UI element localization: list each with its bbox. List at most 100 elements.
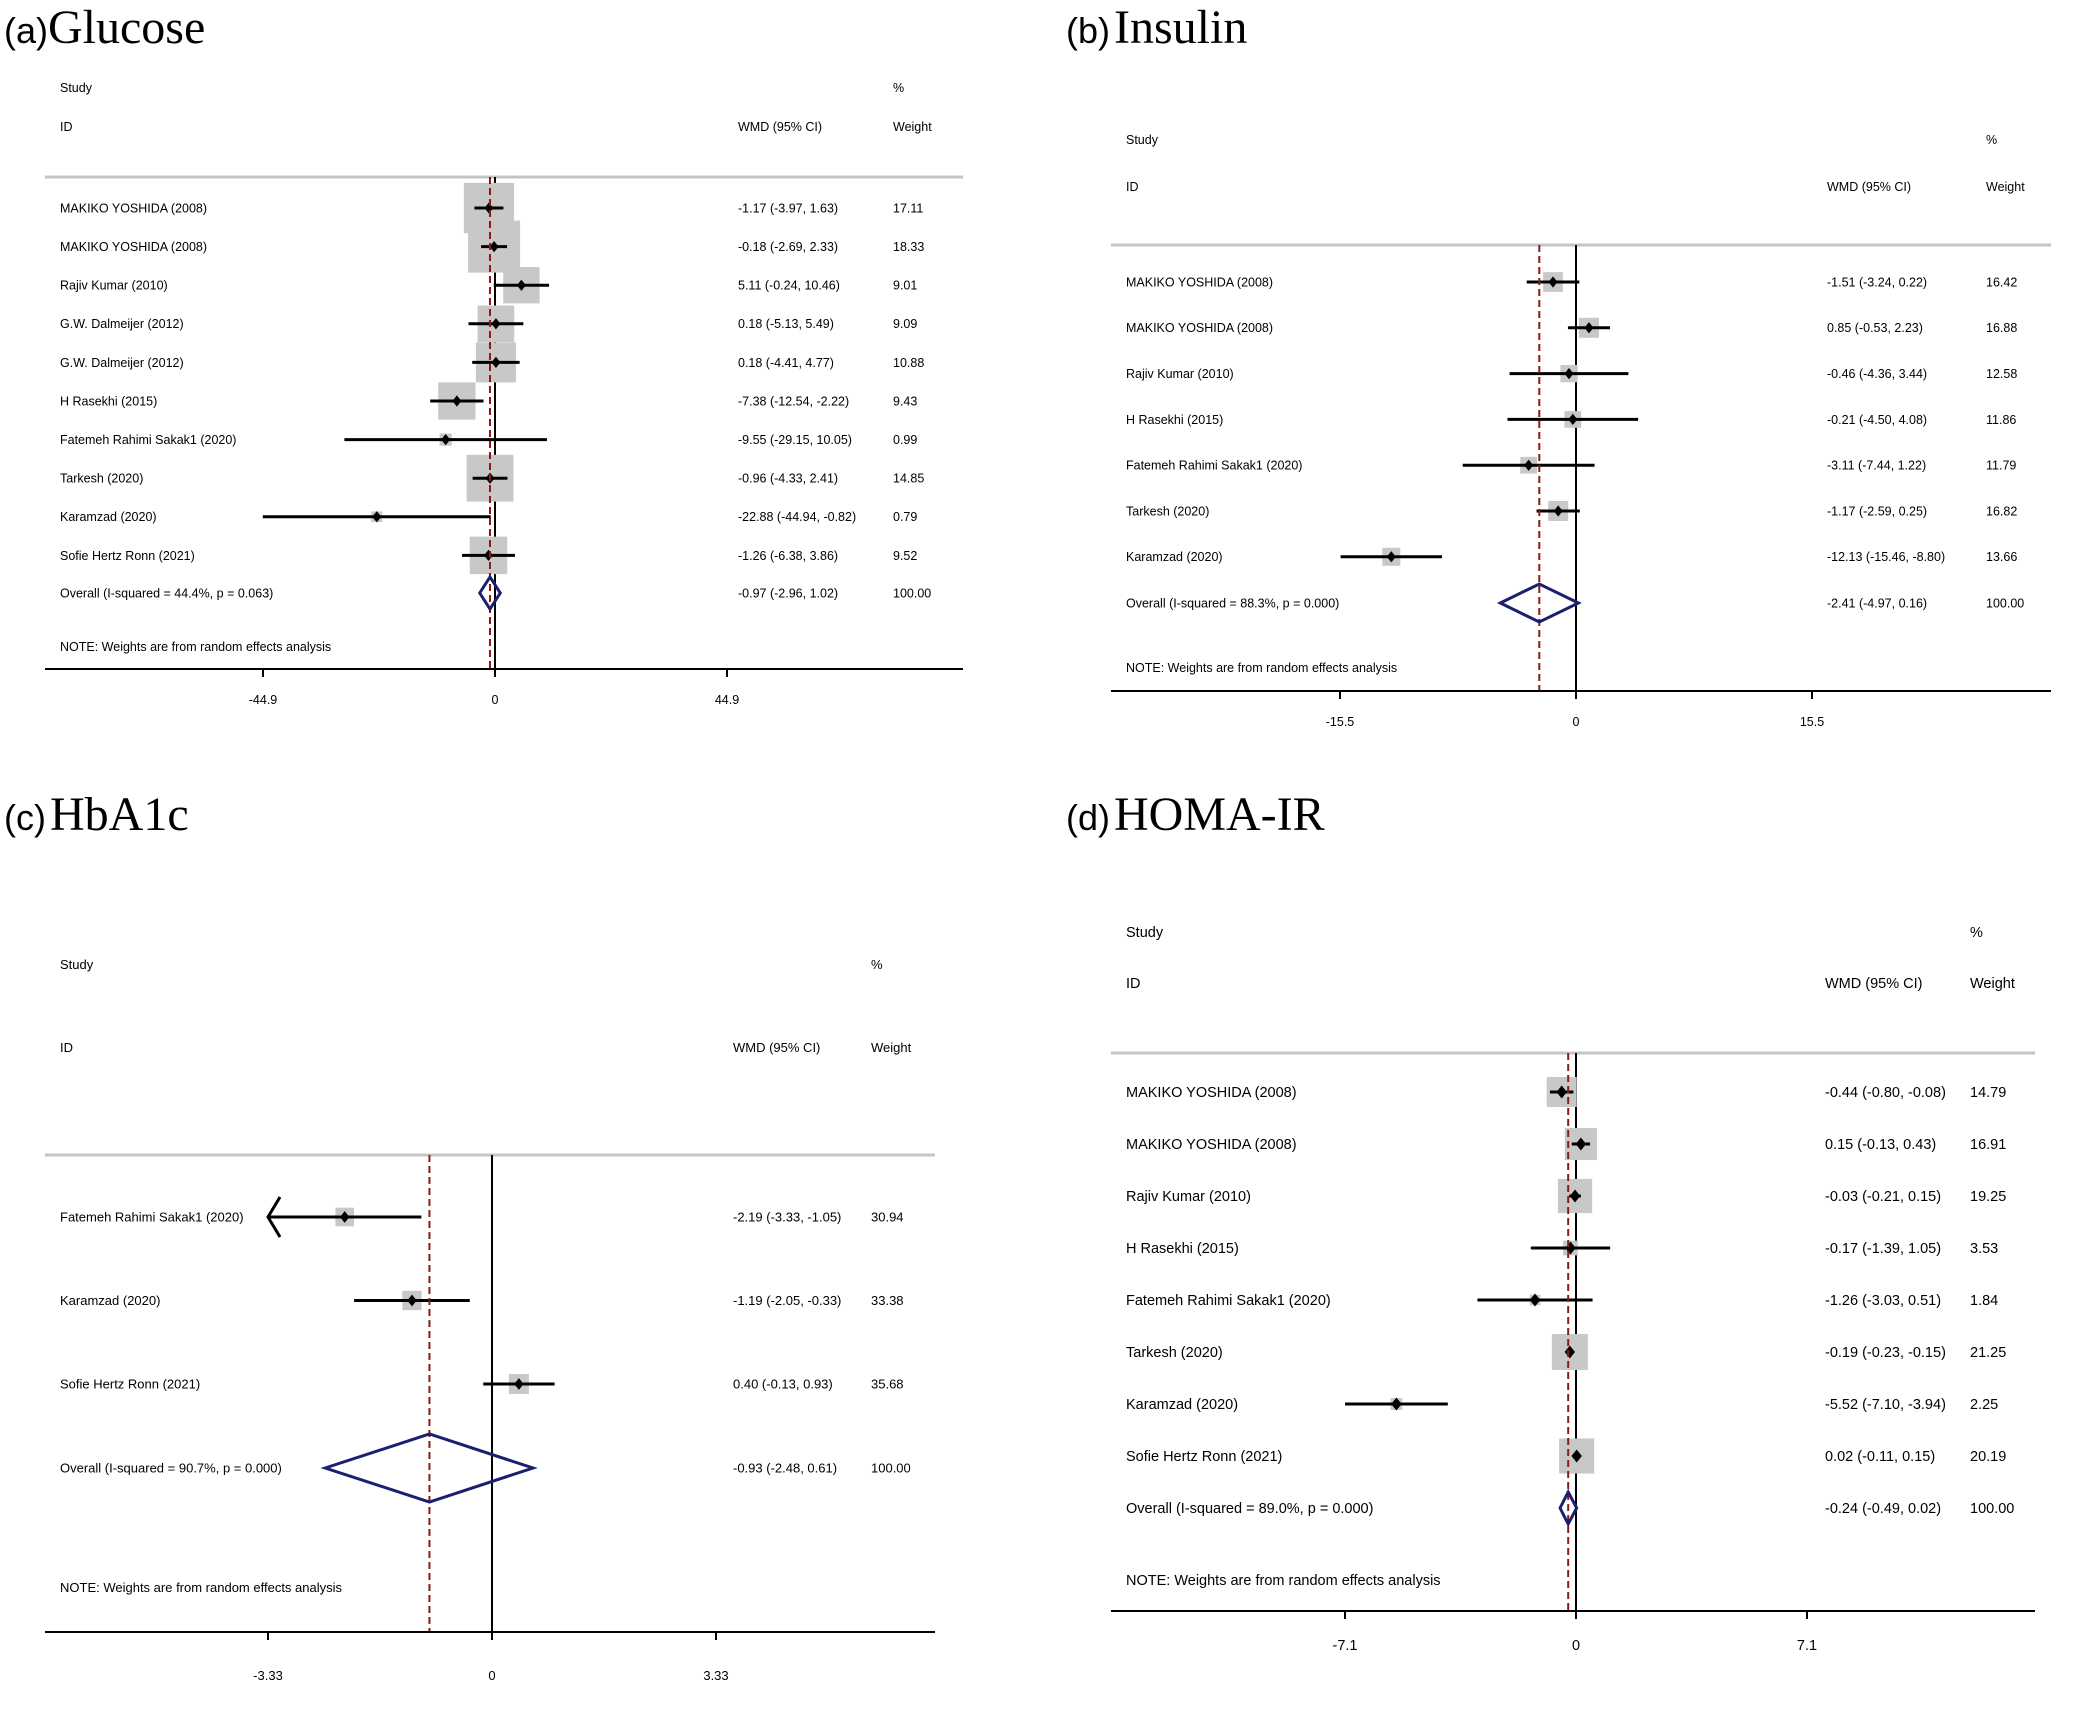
study-weight-text: 9.43 (893, 394, 917, 408)
study-weight-text: 21.25 (1970, 1345, 2006, 1361)
study-label: Rajiv Kumar (2010) (1126, 1189, 1251, 1205)
x-tick-label: 0 (488, 1668, 495, 1683)
weights-note: NOTE: Weights are from random effects an… (1126, 661, 1397, 675)
study-ci-text: -5.52 (-7.10, -3.94) (1825, 1397, 1946, 1413)
study-weight-text: 3.53 (1970, 1241, 1998, 1257)
study-weight-text: 16.91 (1970, 1137, 2006, 1153)
study-ci-text: -22.88 (-44.94, -0.82) (738, 510, 856, 524)
study-label: Karamzad (2020) (1126, 550, 1223, 564)
study-weight-text: 14.79 (1970, 1085, 2006, 1101)
study-weight-text: 33.38 (871, 1293, 904, 1308)
study-ci-text: -1.51 (-3.24, 0.22) (1827, 275, 1927, 289)
study-point-estimate (1564, 367, 1574, 380)
study-ci-text: 0.85 (-0.53, 2.23) (1827, 321, 1923, 335)
overall-diamond (1496, 582, 1582, 624)
panel-c-title: HbA1c (49, 788, 189, 841)
study-label: Karamzad (2020) (1126, 1397, 1238, 1413)
study-ci-text: -1.17 (-2.59, 0.25) (1827, 504, 1927, 518)
header-percent-label: % (893, 81, 904, 95)
study-ci-text: -0.44 (-0.80, -0.08) (1825, 1085, 1946, 1101)
study-label: Sofie Hertz Ronn (2021) (1126, 1449, 1282, 1465)
study-ci-text: 0.40 (-0.13, 0.93) (733, 1377, 833, 1392)
study-ci-text: -1.26 (-3.03, 0.51) (1825, 1293, 1941, 1309)
x-tick-label: 0 (492, 693, 499, 707)
study-weight-text: 9.52 (893, 549, 917, 563)
study-point-estimate (1556, 1085, 1567, 1099)
study-label: H Rasekhi (2015) (60, 394, 157, 408)
study-ci-text: 5.11 (-0.24, 10.46) (738, 279, 840, 293)
study-weight-text: 16.42 (1986, 275, 2017, 289)
overall-label: Overall (I-squared = 89.0%, p = 0.000) (1126, 1501, 1373, 1517)
study-weight-text: 16.82 (1986, 504, 2017, 518)
x-tick-label: 44.9 (715, 693, 739, 707)
study-weight-text: 18.33 (893, 240, 924, 254)
study-point-estimate (1564, 1345, 1576, 1359)
panel-d-label: (d) HOMA-IR (1066, 787, 1325, 842)
header-wmd-label: WMD (95% CI) (738, 120, 822, 134)
header-weight-label: Weight (893, 120, 932, 134)
study-ci-text: -0.46 (-4.36, 3.44) (1827, 367, 1927, 381)
weights-note: NOTE: Weights are from random effects an… (60, 640, 331, 654)
study-ci-text: -1.26 (-6.38, 3.86) (738, 549, 838, 563)
x-tick-label: 3.33 (703, 1668, 728, 1683)
study-label: G.W. Dalmeijer (2012) (60, 317, 184, 331)
study-label: Tarkesh (2020) (1126, 1345, 1223, 1361)
panel-b-title: Insulin (1114, 1, 1248, 54)
study-ci-text: -0.17 (-1.39, 1.05) (1825, 1241, 1941, 1257)
header-percent-label: % (1970, 925, 1983, 941)
study-label: MAKIKO YOSHIDA (2008) (1126, 321, 1273, 335)
study-ci-text: -12.13 (-15.46, -8.80) (1827, 550, 1945, 564)
study-point-estimate (372, 511, 382, 523)
study-label: Fatemeh Rahimi Sakak1 (2020) (1126, 459, 1302, 473)
study-weight-text: 17.11 (893, 201, 923, 215)
study-label: MAKIKO YOSHIDA (2008) (1126, 1137, 1297, 1153)
study-label: Fatemeh Rahimi Sakak1 (2020) (60, 433, 236, 447)
weights-note: NOTE: Weights are from random effects an… (1126, 1573, 1441, 1589)
study-point-estimate (1391, 1397, 1402, 1411)
ci-truncation-arrow (266, 1196, 282, 1238)
panel-a-label: (a)Glucose (4, 0, 205, 55)
x-tick-label: 15.5 (1800, 715, 1824, 729)
study-point-estimate (1386, 551, 1396, 563)
header-wmd-label: WMD (95% CI) (1825, 976, 1922, 992)
overall-weight-text: 100.00 (893, 586, 931, 600)
study-point-estimate (491, 318, 501, 330)
study-ci-text: 0.18 (-4.41, 4.77) (738, 356, 834, 370)
study-label: Karamzad (2020) (60, 510, 157, 524)
header-weight-label: Weight (1986, 180, 2025, 194)
study-label: H Rasekhi (2015) (1126, 1241, 1239, 1257)
study-label: Karamzad (2020) (60, 1293, 160, 1308)
panel-a-title: Glucose (48, 1, 206, 54)
study-ci-text: 0.18 (-5.13, 5.49) (738, 317, 834, 331)
study-point-estimate (516, 279, 526, 291)
study-weight-text: 13.66 (1986, 550, 2017, 564)
study-label: Sofie Hertz Ronn (2021) (60, 1377, 200, 1392)
panel-d-title: HOMA-IR (1114, 788, 1325, 841)
header-id-label: ID (60, 1040, 73, 1055)
study-weight-text: 10.88 (893, 356, 924, 370)
overall-weight-text: 100.00 (1986, 596, 2024, 610)
overall-diamond (477, 574, 503, 612)
study-label: MAKIKO YOSHIDA (2008) (60, 240, 207, 254)
study-label: Fatemeh Rahimi Sakak1 (2020) (1126, 1293, 1331, 1309)
header-id-label: ID (1126, 180, 1139, 194)
overall-diamond (320, 1432, 538, 1504)
study-weight-text: 12.58 (1986, 367, 2017, 381)
x-tick-label: -15.5 (1326, 715, 1355, 729)
study-point-estimate (340, 1211, 350, 1223)
study-weight-text: 19.25 (1970, 1189, 2006, 1205)
study-label: Tarkesh (2020) (1126, 504, 1209, 518)
header-study-label: Study (60, 957, 94, 972)
header-id-label: ID (1126, 976, 1141, 992)
study-ci-text: -1.17 (-3.97, 1.63) (738, 201, 838, 215)
study-weight-text: 35.68 (871, 1377, 904, 1392)
overall-weight-text: 100.00 (1970, 1501, 2014, 1517)
study-point-estimate (514, 1378, 524, 1390)
study-weight-text: 0.79 (893, 510, 917, 524)
panel-b-label: (b) Insulin (1066, 0, 1247, 55)
study-point-estimate (489, 240, 499, 253)
x-tick-label: -3.33 (253, 1668, 283, 1683)
overall-ci-text: -0.93 (-2.48, 0.61) (733, 1461, 837, 1476)
